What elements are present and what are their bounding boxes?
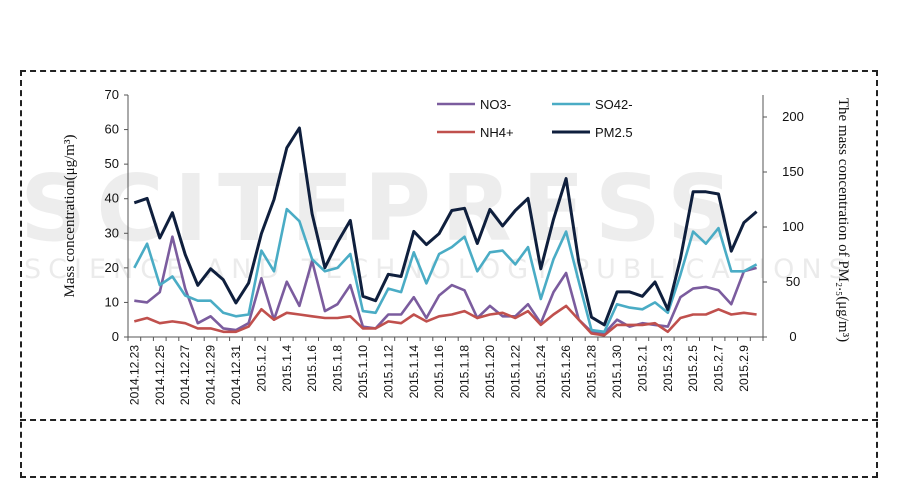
- right-y-tick-label: 50: [786, 274, 800, 289]
- right-y-tick-label: 200: [782, 109, 804, 124]
- left-y-tick-label: 70: [105, 87, 119, 102]
- x-tick-label: 2015.1.14: [407, 345, 421, 399]
- x-tick-label: 2015.1.30: [610, 345, 624, 399]
- right-y-axis-title: The mass concentration of PM₂.₅(μg/m³): [835, 98, 851, 342]
- x-tick-label: 2015.1.22: [508, 345, 522, 399]
- x-tick-label: 2015.1.20: [483, 345, 497, 399]
- x-tick-label: 2015.2.7: [712, 345, 726, 392]
- x-tick-label: 2015.1.4: [280, 345, 294, 392]
- series-line-nh4: [133, 304, 757, 337]
- series-line-pm25: [133, 126, 758, 327]
- left-y-tick-label: 0: [112, 329, 119, 344]
- x-tick-label: 2014.12.25: [153, 345, 167, 405]
- x-tick-label: 2014.12.31: [229, 345, 243, 405]
- left-y-tick-label: 50: [105, 156, 119, 171]
- x-tick-label: 2015.1.26: [559, 345, 573, 399]
- legend-label: NO3-: [480, 97, 511, 112]
- x-tick-label: 2015.2.5: [686, 345, 700, 392]
- x-tick-label: 2015.1.8: [331, 345, 345, 392]
- right-y-tick-label: 150: [782, 164, 804, 179]
- x-tick-label: 2014.12.27: [178, 345, 192, 405]
- x-tick-label: 2015.1.16: [432, 345, 446, 399]
- x-tick-label: 2015.1.2: [254, 345, 268, 392]
- left-y-tick-label: 20: [105, 260, 119, 275]
- right-y-tick-label: 100: [782, 219, 804, 234]
- x-tick-label: 2015.2.9: [737, 345, 751, 392]
- left-y-axis-title: Mass concentration(μg/m³): [62, 135, 78, 298]
- x-tick-label: 2015.2.1: [635, 345, 649, 392]
- left-y-tick-label: 30: [105, 225, 119, 240]
- x-tick-label: 2015.1.10: [356, 345, 370, 399]
- x-tick-label: 2015.1.6: [305, 345, 319, 392]
- x-tick-label: 2015.2.3: [661, 345, 675, 392]
- x-tick-label: 2015.1.18: [458, 345, 472, 399]
- left-y-tick-label: 60: [105, 122, 119, 137]
- legend-label: NH4+: [480, 125, 514, 140]
- x-tick-label: 2015.1.24: [534, 345, 548, 399]
- x-tick-label: 2014.12.23: [127, 345, 141, 405]
- legend-label: PM2.5: [595, 125, 633, 140]
- left-y-tick-label: 10: [105, 294, 119, 309]
- right-y-tick-label: 0: [789, 329, 796, 344]
- figure-frame: [20, 70, 878, 478]
- series-line-so42: [133, 207, 758, 334]
- left-y-tick-label: 40: [105, 191, 119, 206]
- caption-divider: [20, 419, 878, 421]
- x-tick-label: 2015.1.28: [585, 345, 599, 399]
- x-tick-label: 2014.12.29: [204, 345, 218, 405]
- x-tick-label: 2015.1.12: [381, 345, 395, 399]
- legend-label: SO42-: [595, 97, 633, 112]
